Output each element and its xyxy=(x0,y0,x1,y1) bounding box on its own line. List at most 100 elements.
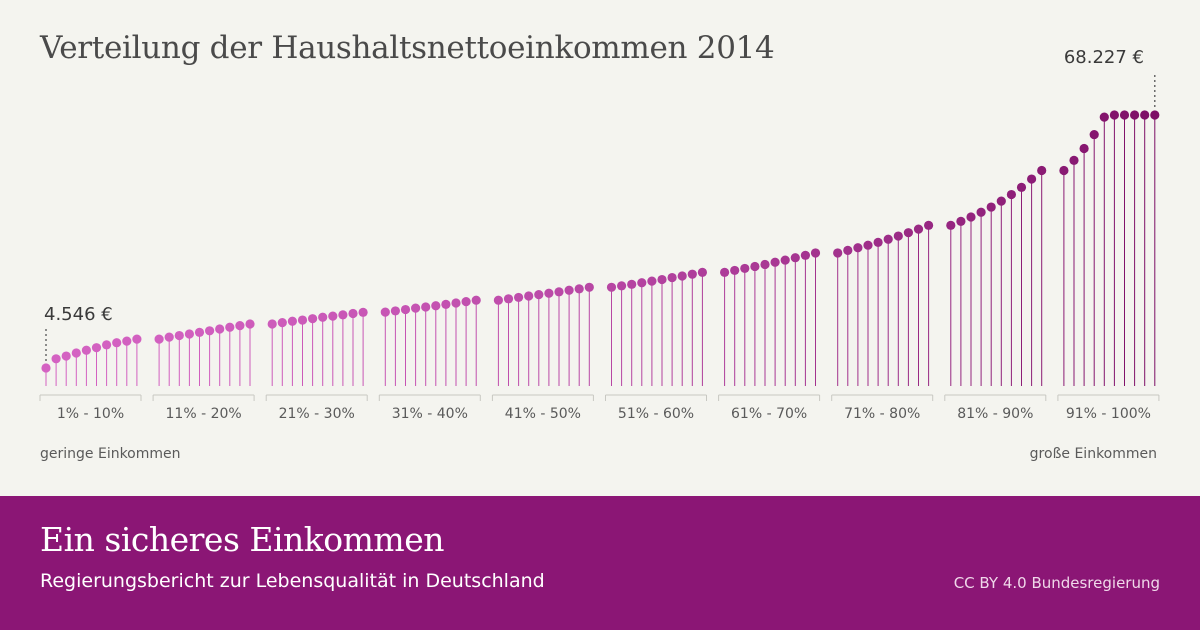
stem-layer xyxy=(45,115,1156,386)
data-point xyxy=(297,315,308,325)
data-point xyxy=(102,340,112,350)
data-point xyxy=(1130,110,1140,120)
data-point xyxy=(471,295,481,305)
data-point xyxy=(996,196,1006,206)
data-point xyxy=(1016,182,1027,192)
data-point xyxy=(1069,155,1079,165)
data-point xyxy=(1027,174,1037,184)
data-point xyxy=(677,271,687,281)
data-point xyxy=(584,282,594,292)
data-point xyxy=(277,318,287,328)
data-point xyxy=(903,228,914,238)
dot-layer xyxy=(41,110,1160,373)
data-point xyxy=(1079,143,1089,154)
data-point xyxy=(780,255,790,265)
data-point xyxy=(697,267,708,277)
data-point xyxy=(164,332,174,342)
data-point xyxy=(913,224,924,234)
x-tick-label: 91% - 100% xyxy=(1066,406,1151,422)
data-point xyxy=(750,261,760,272)
data-point xyxy=(225,322,235,332)
x-tick-label: 21% - 30% xyxy=(279,406,355,422)
data-point xyxy=(184,329,194,339)
data-point xyxy=(853,243,863,253)
data-point xyxy=(976,207,986,217)
data-point xyxy=(503,294,514,304)
x-tick-label: 61% - 70% xyxy=(731,406,807,422)
data-point xyxy=(833,248,843,258)
data-point xyxy=(91,343,102,353)
footer-banner: Ein sicheres Einkommen Regierungsbericht… xyxy=(0,496,1200,630)
data-point xyxy=(740,263,750,274)
data-point xyxy=(41,363,51,373)
data-point xyxy=(946,220,956,230)
min-value-label: 4.546 € xyxy=(44,304,113,325)
data-point xyxy=(380,307,390,317)
max-value-label: 68.227 € xyxy=(1064,47,1144,68)
x-tick-label: 11% - 20% xyxy=(166,406,242,422)
data-point xyxy=(441,299,451,309)
data-point xyxy=(194,327,205,337)
data-point xyxy=(657,274,667,285)
data-point xyxy=(790,253,800,263)
data-point xyxy=(924,220,934,230)
data-point xyxy=(893,231,903,241)
data-point xyxy=(122,336,132,346)
x-tick-label: 41% - 50% xyxy=(505,406,581,422)
data-point xyxy=(770,257,780,267)
data-point xyxy=(637,278,647,288)
data-point xyxy=(606,282,617,292)
data-point xyxy=(956,216,966,226)
annotation-layer: 4.546 € 68.227 € xyxy=(44,47,1156,361)
data-point xyxy=(245,319,255,329)
data-point xyxy=(1089,129,1099,140)
data-point xyxy=(1059,165,1069,176)
x-axis: 1% - 10% 11% - 20% 21% - 30% 31% - 40% 41% -… xyxy=(39,394,1160,462)
data-point xyxy=(235,321,245,331)
x-tick-label: 31% - 40% xyxy=(392,406,468,422)
data-point xyxy=(205,326,215,336)
data-point xyxy=(986,202,996,212)
data-point xyxy=(411,303,421,313)
data-point xyxy=(627,279,637,289)
data-point xyxy=(966,212,976,222)
data-point xyxy=(390,306,400,316)
data-point xyxy=(647,276,657,286)
data-point xyxy=(534,290,544,300)
data-point xyxy=(617,281,627,291)
data-point xyxy=(843,245,853,255)
data-point xyxy=(1109,110,1119,120)
license-credit: CC BY 4.0 Bundesregierung xyxy=(953,574,1160,592)
data-point xyxy=(524,291,534,301)
data-point xyxy=(883,234,893,244)
chart-title: Verteilung der Haushaltsnettoeinkommen 2… xyxy=(40,30,775,66)
x-tick-label: 81% - 90% xyxy=(957,406,1033,422)
data-point xyxy=(61,351,71,361)
data-point xyxy=(720,267,730,277)
data-point xyxy=(51,354,61,364)
data-point xyxy=(863,240,873,250)
data-point xyxy=(1119,110,1130,120)
data-point xyxy=(338,310,348,320)
data-point xyxy=(687,269,697,279)
x-tick-label: 71% - 80% xyxy=(844,406,920,422)
data-point xyxy=(267,319,277,329)
data-point xyxy=(554,287,564,297)
data-point xyxy=(348,308,358,319)
data-point xyxy=(308,314,318,324)
data-point xyxy=(287,316,297,326)
data-point xyxy=(358,307,368,317)
axis-label-low: geringe Einkommen xyxy=(40,446,181,462)
data-point xyxy=(215,324,225,334)
data-point xyxy=(667,272,677,283)
footer-title: Ein sicheres Einkommen xyxy=(40,520,445,559)
data-point xyxy=(81,345,91,355)
data-point xyxy=(1140,110,1150,120)
data-point xyxy=(1099,112,1109,122)
data-point xyxy=(174,330,184,341)
data-point xyxy=(318,312,328,322)
data-point xyxy=(730,265,740,276)
x-tick-label: 51% - 60% xyxy=(618,406,694,422)
axis-label-high: große Einkommen xyxy=(1030,446,1157,462)
data-point xyxy=(451,298,461,308)
